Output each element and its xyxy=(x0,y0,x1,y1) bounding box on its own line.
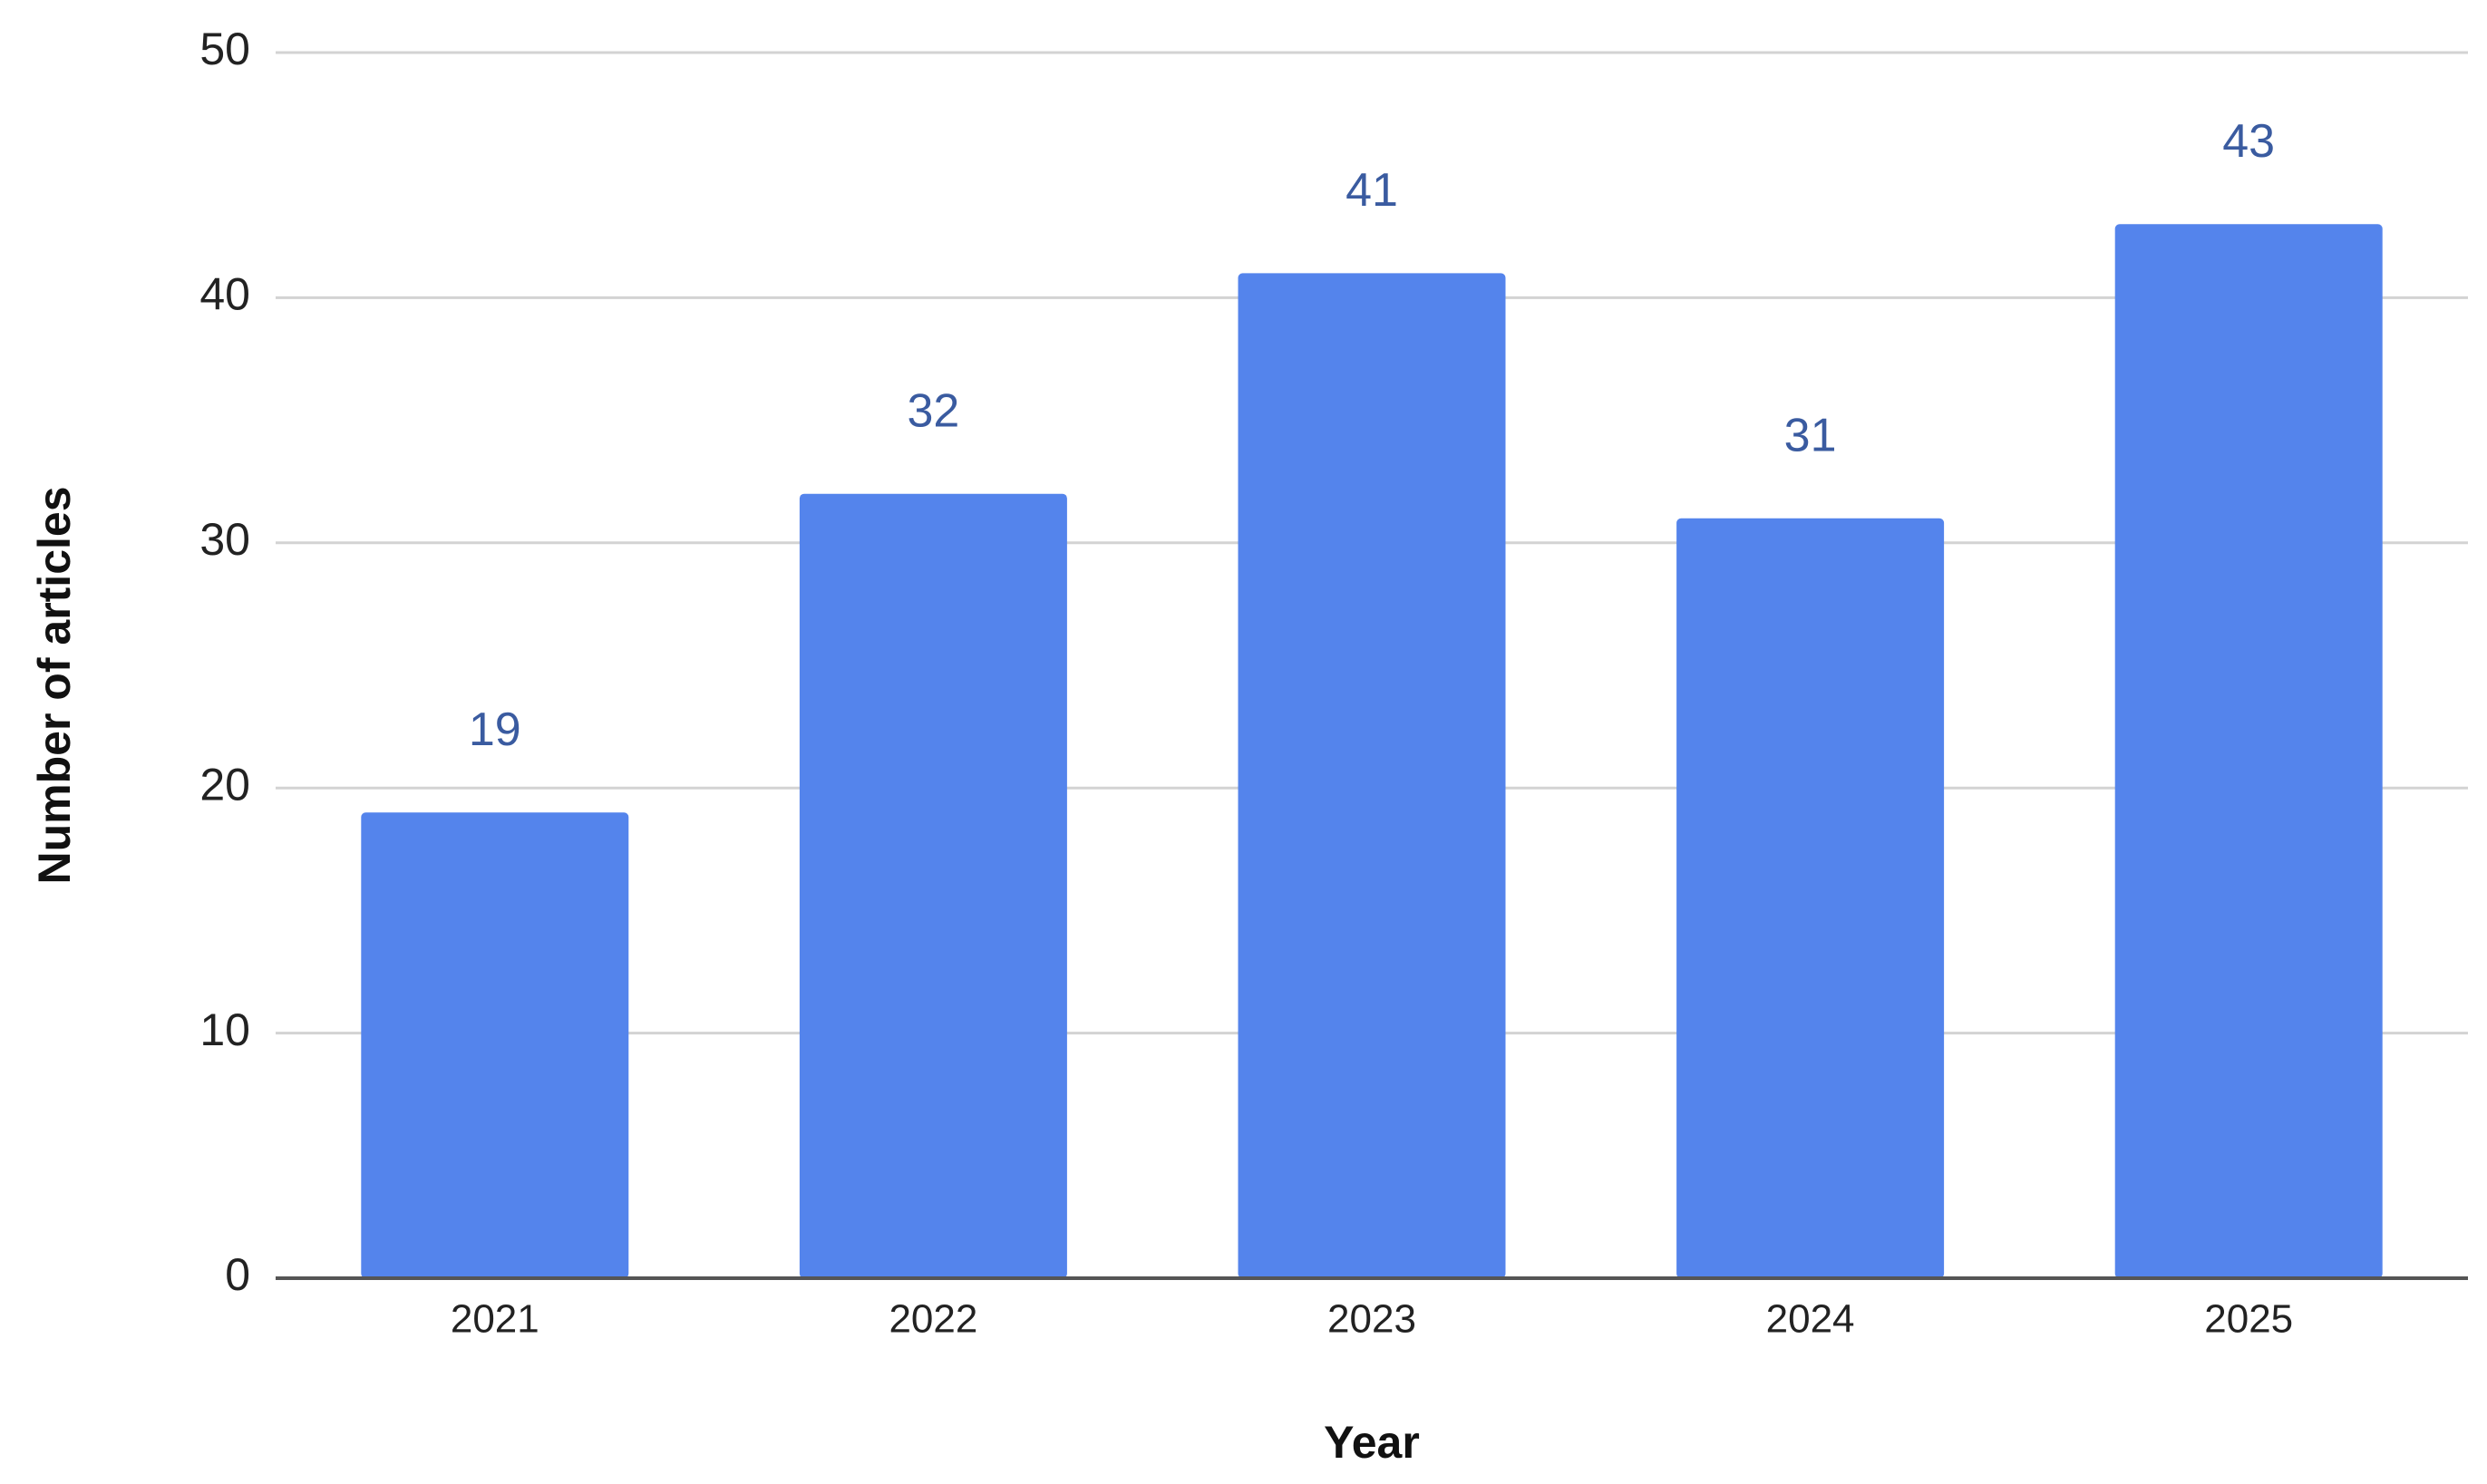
value-label: 43 xyxy=(2222,115,2275,168)
y-tick-label: 20 xyxy=(199,759,250,810)
value-label: 41 xyxy=(1346,164,1398,217)
bar xyxy=(1238,273,1506,1278)
bar xyxy=(2114,224,2383,1278)
y-axis-title: Number of articles xyxy=(29,486,80,884)
x-tick-label: 2024 xyxy=(1766,1297,1855,1342)
y-tick-label: 40 xyxy=(199,269,250,320)
bar xyxy=(361,812,629,1278)
x-tick-label: 2023 xyxy=(1327,1297,1416,1342)
bar xyxy=(799,493,1067,1278)
value-label: 31 xyxy=(1784,409,1837,461)
x-tick-label: 2021 xyxy=(451,1297,539,1342)
value-label: 19 xyxy=(469,703,521,756)
y-tick-label: 50 xyxy=(199,24,250,74)
y-tick-label: 30 xyxy=(199,514,250,565)
bar xyxy=(1676,518,1945,1278)
y-tick-label: 0 xyxy=(225,1249,250,1300)
x-tick-label: 2025 xyxy=(2204,1297,2293,1342)
x-tick-label: 2022 xyxy=(889,1297,977,1342)
y-tick-label: 10 xyxy=(199,1004,250,1055)
x-axis-title: Year xyxy=(1324,1417,1420,1468)
value-label: 32 xyxy=(907,384,959,437)
